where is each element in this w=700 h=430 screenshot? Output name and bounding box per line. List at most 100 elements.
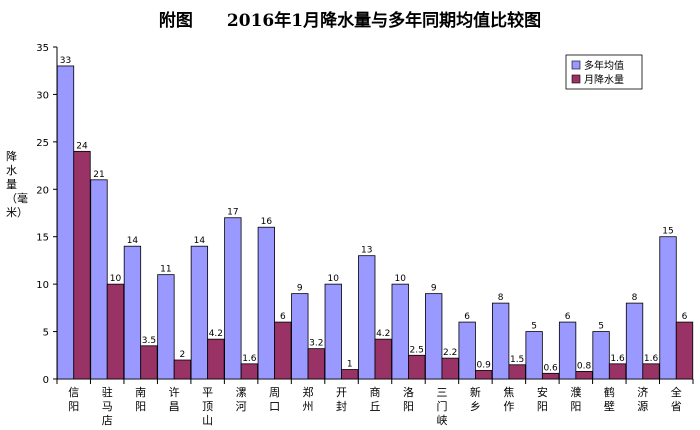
data-label: 10 [110, 274, 122, 284]
data-label: 17 [227, 208, 238, 218]
x-tick-label: 信阳 [68, 386, 79, 413]
data-label: 15 [662, 227, 673, 237]
x-tick-label: 许昌 [169, 386, 180, 413]
data-label: 33 [60, 56, 71, 66]
bar [90, 179, 108, 380]
bar [525, 331, 543, 380]
bar [73, 150, 91, 380]
data-label: 0.9 [477, 360, 492, 370]
data-label: 6 [565, 312, 571, 322]
data-label: 0.8 [577, 361, 592, 371]
data-label: 3.2 [309, 339, 323, 349]
data-label: 14 [127, 236, 139, 246]
legend-label: 月降水量 [584, 73, 624, 86]
x-tick-label: 开封 [336, 386, 347, 413]
bar [240, 363, 259, 380]
y-tick-label: 25 [36, 138, 49, 149]
data-label: 2.5 [410, 345, 424, 355]
x-tick-label: 新乡 [470, 385, 481, 413]
x-tick-label: 周口 [269, 386, 280, 413]
data-label: 9 [297, 284, 303, 294]
y-tick-label: 30 [36, 90, 49, 101]
y-tick-label: 20 [36, 185, 49, 196]
x-tick-label: 全省 [671, 385, 682, 413]
data-label: 3.5 [142, 336, 156, 346]
bar [190, 245, 209, 380]
bar [541, 372, 560, 380]
data-label: 1.6 [644, 354, 659, 364]
y-tick-label: 35 [36, 43, 49, 54]
bar [425, 293, 443, 380]
legend-swatch [571, 60, 581, 70]
y-tick-label: 15 [36, 233, 49, 244]
data-label: 16 [261, 217, 273, 227]
bar [207, 338, 225, 380]
bar [374, 338, 392, 380]
bar [224, 217, 242, 380]
data-label: 0.6 [543, 363, 558, 373]
y-axis-label: 降水量（毫米） [6, 150, 28, 219]
data-label: 4.2 [209, 329, 223, 339]
x-tick-label: 鹤壁 [604, 385, 615, 413]
bar [408, 354, 426, 380]
bar [324, 283, 342, 380]
x-tick-label: 驻马店 [102, 385, 113, 427]
x-tick-label: 洛阳 [403, 385, 414, 413]
bar [592, 331, 610, 380]
bar [140, 345, 158, 380]
bar [642, 363, 660, 380]
data-label: 6 [464, 312, 470, 322]
bar [123, 245, 142, 380]
bar [341, 369, 359, 380]
data-label: 13 [361, 246, 372, 256]
data-label: 6 [682, 312, 688, 322]
data-label: 14 [194, 236, 206, 246]
data-label: 1.5 [510, 355, 524, 365]
data-label: 5 [598, 322, 604, 332]
data-label: 8 [632, 293, 638, 303]
bar [291, 293, 309, 380]
bar [173, 359, 192, 380]
bar [56, 65, 75, 380]
data-label: 4.2 [376, 329, 390, 339]
bar [157, 274, 175, 380]
data-label: 21 [93, 170, 104, 180]
bar [458, 321, 476, 380]
data-label: 5 [531, 322, 537, 332]
bar [475, 370, 493, 380]
x-tick-label: 平顶山 [202, 386, 213, 427]
bar [608, 363, 627, 380]
x-tick-label: 濮阳 [570, 385, 581, 413]
bar [625, 302, 644, 380]
bar [274, 321, 292, 380]
bar [391, 283, 409, 380]
bar [558, 321, 577, 380]
data-label: 1.6 [242, 354, 257, 364]
bar [675, 321, 694, 380]
data-label: 10 [328, 274, 340, 284]
data-label: 2 [180, 350, 186, 360]
x-tick-label: 三门峡 [436, 386, 447, 427]
legend-label: 多年均值 [584, 59, 624, 72]
data-label: 2.2 [443, 348, 457, 358]
data-label: 24 [76, 141, 88, 151]
bar [659, 236, 677, 380]
y-tick-label: 5 [43, 328, 49, 339]
chart-title: 附图 2016年1月降水量与多年同期均值比较图 [158, 11, 542, 31]
legend-swatch [571, 74, 581, 84]
x-tick-label: 漯河 [236, 386, 247, 413]
bar [508, 364, 526, 380]
x-tick-label: 商丘 [370, 385, 381, 413]
data-label: 10 [394, 274, 406, 284]
bar [106, 283, 125, 380]
data-label: 8 [498, 293, 504, 303]
y-tick-label: 10 [36, 280, 49, 291]
bar [307, 348, 325, 380]
legend-box [565, 54, 643, 90]
bar [257, 226, 275, 380]
data-label: 1.6 [610, 354, 625, 364]
x-tick-label: 郑州 [303, 385, 314, 413]
x-tick-label: 南阳 [135, 386, 146, 413]
bar [358, 255, 376, 380]
